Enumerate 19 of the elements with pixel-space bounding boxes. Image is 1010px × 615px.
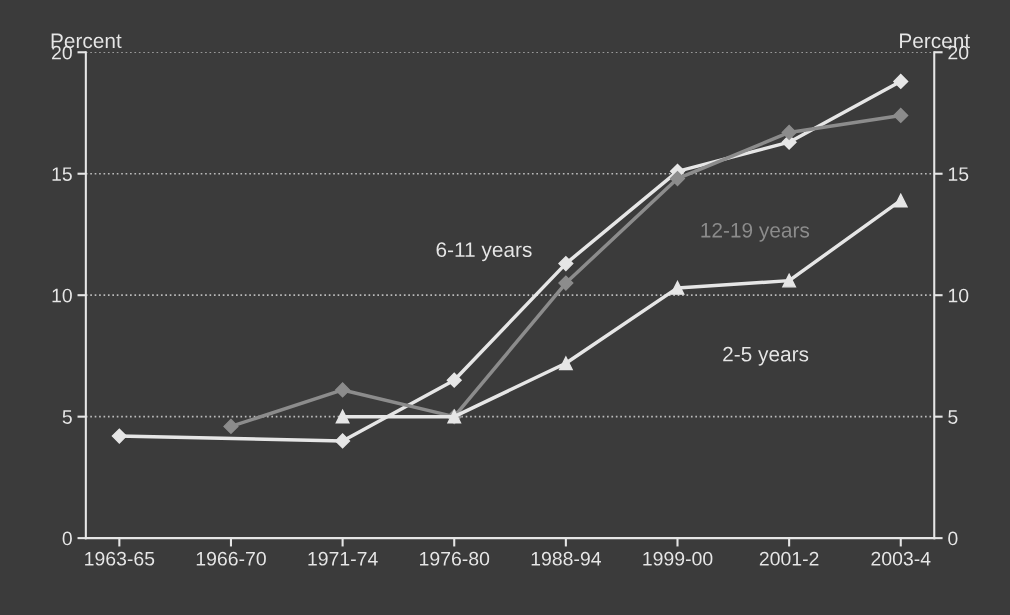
y2-tick-label: 5: [948, 410, 958, 424]
x-tick-label: 1976-80: [420, 551, 490, 566]
y2-tick-label: 10: [948, 288, 969, 303]
y-tick-label: 5: [62, 410, 72, 424]
y2-tick-label: 0: [948, 531, 958, 546]
text: 2-5 years: [723, 346, 809, 366]
y-tick-label: 10: [52, 288, 72, 303]
x-tick-label: 1999-00: [643, 551, 713, 566]
y-tick-label: 0: [62, 531, 72, 546]
x-tick-label: 2003-4: [871, 551, 931, 566]
x-tick-label: 1971-74: [308, 551, 378, 566]
x-tick-label: 2001-2: [759, 551, 819, 566]
x-tick-label: 1988-94: [531, 551, 601, 566]
y-tick-label: 15: [52, 167, 72, 181]
x-tick-label: 1966-70: [196, 551, 266, 566]
x-tick-label: 1963-65: [85, 551, 155, 566]
y2-tick-label: 15: [948, 167, 969, 181]
text: 12-19 years: [701, 222, 810, 242]
series-label: 6-11 years: [436, 242, 532, 262]
